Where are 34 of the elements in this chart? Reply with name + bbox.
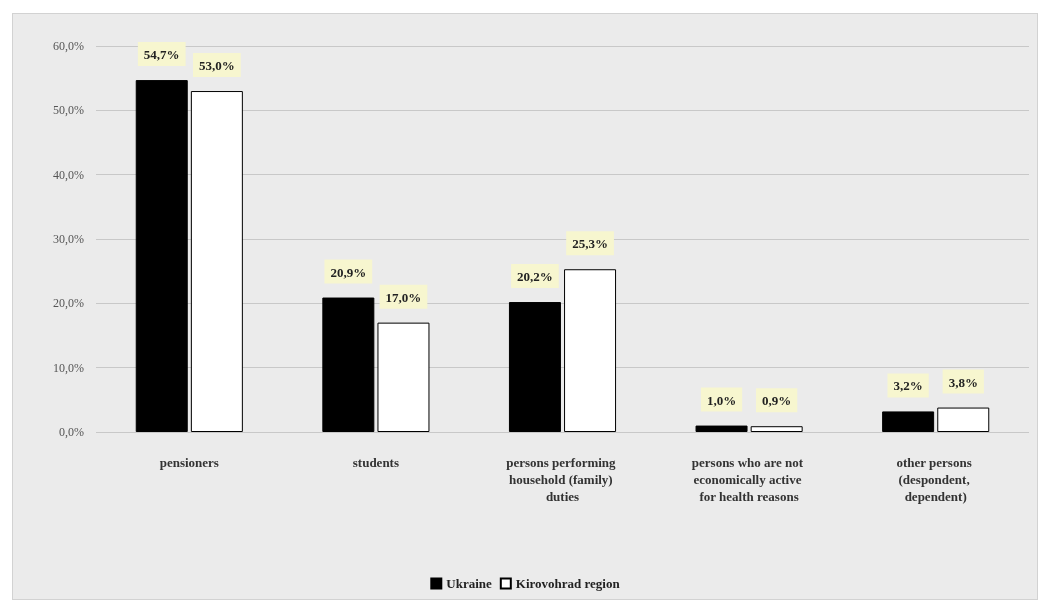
y-tick-label: 10,0% xyxy=(53,360,84,375)
y-tick-label: 40,0% xyxy=(53,167,84,182)
bar xyxy=(750,426,803,432)
bar xyxy=(508,302,561,432)
bar xyxy=(564,269,617,432)
bar xyxy=(377,322,430,432)
data-label: 1,0% xyxy=(706,392,737,408)
bar xyxy=(322,297,375,432)
legend-label: Ukraine xyxy=(446,576,493,591)
y-tick-label: 60,0% xyxy=(53,39,84,53)
bar xyxy=(937,407,990,432)
data-label: 25,3% xyxy=(572,236,608,252)
data-label: 0,9% xyxy=(762,393,792,409)
x-tick-label: other persons (despondent, dependent) xyxy=(896,455,975,504)
y-tick-label: 0,0% xyxy=(59,425,84,439)
data-label: 53,0% xyxy=(198,58,235,74)
y-tick-label: 50,0% xyxy=(53,103,84,118)
data-label: 3,2% xyxy=(893,378,923,394)
data-label: 3,8% xyxy=(948,374,978,390)
legend-label: Kirovohrad region xyxy=(515,576,621,591)
bar xyxy=(135,80,188,432)
y-tick-label: 20,0% xyxy=(53,296,84,311)
data-label: 20,2% xyxy=(517,269,553,285)
data-label: 20,9% xyxy=(330,264,367,280)
x-tick-label: students xyxy=(352,455,400,470)
bar xyxy=(190,91,243,432)
x-tick-label: persons performing household (family) duties xyxy=(506,455,619,504)
x-tick-label: persons who are not economically active for health reasons xyxy=(691,455,807,504)
y-tick-label: 30,0% xyxy=(53,232,84,246)
bar xyxy=(695,425,748,432)
bar xyxy=(882,411,935,432)
data-label: 54,7% xyxy=(143,47,180,63)
x-tick-label: pensioners xyxy=(159,455,219,470)
data-label: 17,0% xyxy=(385,289,422,305)
